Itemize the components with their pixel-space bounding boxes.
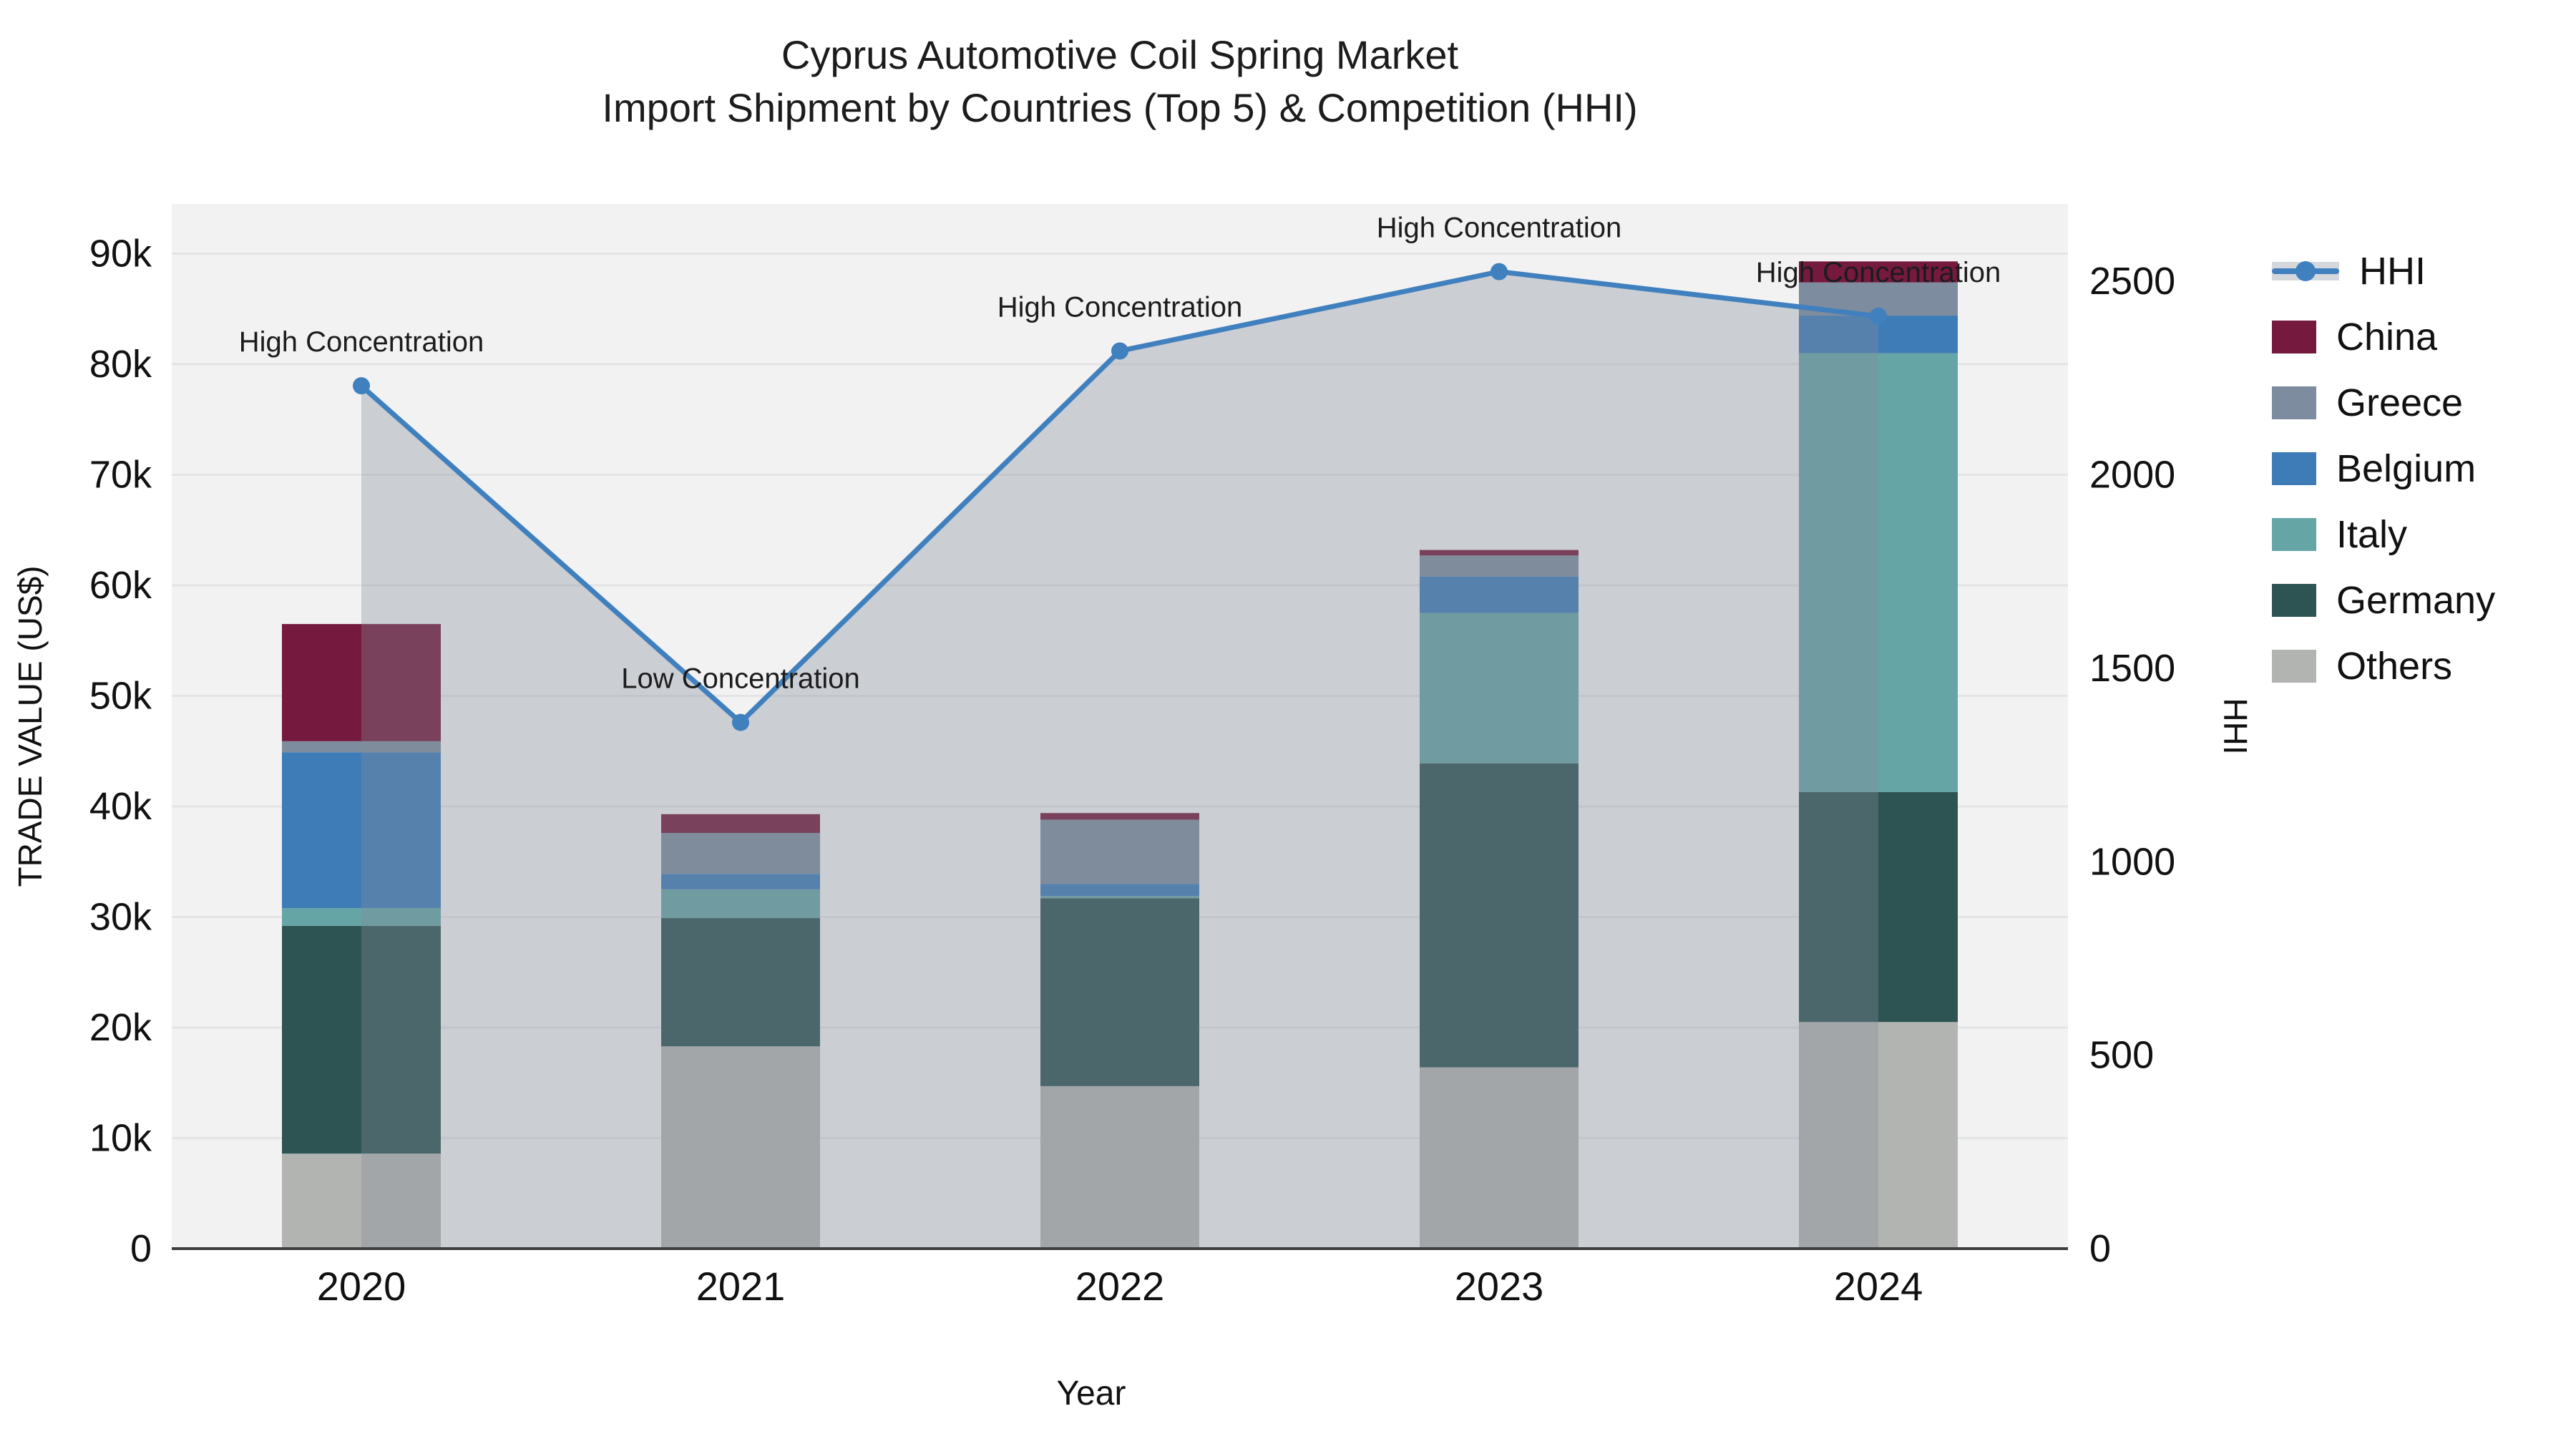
legend-swatch-icon (2272, 386, 2316, 419)
bar-segment-greece-2021[interactable] (661, 833, 820, 874)
y-left-tick-label: 10k (89, 1117, 152, 1160)
annotation-2022: High Concentration (997, 291, 1242, 323)
chart-title-line2: Import Shipment by Countries (Top 5) & C… (602, 84, 1638, 130)
legend-item-greece[interactable]: Greece (2272, 381, 2495, 425)
legend: HHI China Greece Belgium Italy Germany Others (2272, 249, 2495, 688)
bar-segment-others-2021[interactable] (661, 1046, 820, 1249)
x-tick-label-2022: 2022 (1075, 1264, 1165, 1309)
bar-segment-germany-2023[interactable] (1420, 763, 1579, 1068)
bar-segment-others-2023[interactable] (1420, 1067, 1579, 1249)
bar-segment-germany-2022[interactable] (1040, 898, 1199, 1086)
hhi-marker-2020[interactable] (353, 377, 370, 395)
hhi-marker-2021[interactable] (732, 713, 749, 731)
y-left-tick-label: 60k (89, 564, 152, 607)
y-right-tick-label: 2500 (2089, 260, 2175, 303)
x-tick-label-2020: 2020 (317, 1264, 406, 1309)
legend-item-label: Others (2336, 645, 2453, 688)
legend-swatch-icon (2272, 650, 2316, 683)
x-axis-title: Year (1057, 1375, 1126, 1413)
y-left-tick-label: 90k (89, 233, 152, 275)
bar-segment-italy-2023[interactable] (1420, 613, 1579, 763)
bar-segment-china-2021[interactable] (661, 814, 820, 834)
legend-swatch-icon (2272, 584, 2316, 617)
y-left-tick-label: 30k (89, 896, 152, 939)
hhi-area-fill (361, 271, 1878, 1249)
hhi-marker-2024[interactable] (1870, 307, 1887, 325)
y-left-tick-label: 20k (89, 1006, 152, 1049)
bar-segment-belgium-2020[interactable] (282, 752, 441, 909)
bar-segment-china-2023[interactable] (1420, 550, 1579, 556)
legend-swatch-icon (2272, 321, 2316, 353)
y-left-tick-label: 40k (89, 785, 152, 828)
y-right-tick-label: 0 (2089, 1227, 2111, 1270)
y-right-tick-label: 1500 (2089, 647, 2175, 690)
y-left-tick-label: 80k (89, 343, 152, 386)
hhi-legend-swatch-icon (2272, 255, 2339, 288)
bar-segment-germany-2021[interactable] (661, 918, 820, 1047)
y-right-axis-title: HHI (2217, 698, 2254, 754)
bar-segment-italy-2020[interactable] (282, 908, 441, 926)
legend-item-germany[interactable]: Germany (2272, 578, 2495, 623)
y-left-axis-title: TRADE VALUE (US$) (11, 565, 49, 887)
bar-segment-italy-2024[interactable] (1799, 353, 1958, 792)
legend-item-belgium[interactable]: Belgium (2272, 447, 2495, 491)
bar-segment-belgium-2022[interactable] (1040, 884, 1199, 897)
y-right-tick-label: 500 (2089, 1034, 2154, 1077)
bar-segment-italy-2022[interactable] (1040, 896, 1199, 899)
legend-item-others[interactable]: Others (2272, 644, 2495, 688)
legend-item-label: Germany (2336, 579, 2496, 622)
hhi-marker-2023[interactable] (1491, 263, 1508, 280)
bar-segment-italy-2021[interactable] (661, 889, 820, 919)
legend-item-label: China (2336, 316, 2438, 358)
legend-item-italy[interactable]: Italy (2272, 512, 2495, 557)
bar-segment-china-2022[interactable] (1040, 813, 1199, 820)
legend-item-hhi[interactable]: HHI (2272, 249, 2495, 293)
legend-item-label: Belgium (2336, 447, 2477, 490)
annotation-2021: Low Concentration (621, 663, 860, 695)
y-left-tick-label: 70k (89, 454, 152, 497)
chart-title: Cyprus Automotive Coil Spring Market Imp… (172, 29, 2068, 135)
annotation-2024: High Concentration (1756, 257, 2001, 288)
y-right-tick-label: 2000 (2089, 454, 2175, 497)
bar-segment-belgium-2021[interactable] (661, 874, 820, 889)
y-left-tick-label: 50k (89, 675, 152, 718)
legend-item-label: HHI (2359, 250, 2426, 293)
bar-segment-others-2022[interactable] (1040, 1085, 1199, 1249)
bar-segment-china-2024[interactable] (1799, 261, 1958, 283)
legend-swatch-icon (2272, 452, 2316, 485)
y-left-tick-label: 0 (130, 1227, 152, 1270)
annotation-2023: High Concentration (1377, 213, 1621, 244)
bar-segment-belgium-2023[interactable] (1420, 576, 1579, 613)
x-tick-label-2024: 2024 (1834, 1264, 1923, 1309)
legend-swatch-icon (2272, 518, 2316, 551)
legend-item-label: Greece (2336, 381, 2464, 424)
bar-segment-germany-2020[interactable] (282, 925, 441, 1154)
bar-segment-greece-2020[interactable] (282, 741, 441, 753)
legend-item-label: Italy (2336, 513, 2408, 556)
chart-title-line1: Cyprus Automotive Coil Spring Market (781, 32, 1459, 77)
hhi-marker-2022[interactable] (1111, 342, 1128, 360)
legend-item-china[interactable]: China (2272, 315, 2495, 359)
x-tick-label-2023: 2023 (1455, 1264, 1544, 1309)
bar-segment-germany-2024[interactable] (1799, 791, 1958, 1023)
x-tick-label-2021: 2021 (696, 1264, 786, 1309)
bar-segment-others-2020[interactable] (282, 1153, 441, 1249)
bar-segment-china-2020[interactable] (282, 624, 441, 741)
bar-segment-greece-2023[interactable] (1420, 555, 1579, 577)
y-right-tick-label: 1000 (2089, 840, 2175, 883)
bar-segment-greece-2022[interactable] (1040, 819, 1199, 884)
annotation-2020: High Concentration (239, 326, 484, 358)
bar-segment-others-2024[interactable] (1799, 1022, 1958, 1249)
